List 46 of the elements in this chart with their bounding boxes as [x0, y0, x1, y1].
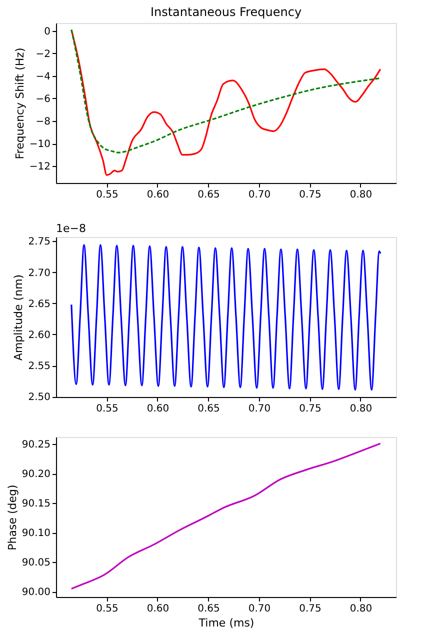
- x-tick-label: 0.55: [96, 404, 118, 414]
- y-tick-label: 2.55: [28, 361, 50, 372]
- line-series: [70, 442, 382, 590]
- y-axis-title: Frequency Shift (Hz): [13, 48, 26, 160]
- y-tick-label: 2.70: [28, 268, 50, 279]
- x-tick-label: 0.70: [248, 404, 271, 414]
- x-tick-label: 0.65: [198, 404, 220, 414]
- y-axis-title: Amplitude (nm): [12, 274, 26, 361]
- y-tick-label: −4: [36, 71, 50, 82]
- x-tick-label: 0.80: [350, 190, 372, 200]
- x-tick-label: 0.70: [248, 604, 271, 614]
- y-tick-label: 90.20: [22, 469, 50, 480]
- chart-title: Instantaneous Frequency: [150, 5, 302, 19]
- line-series: [70, 244, 382, 391]
- x-tick-label: 0.75: [299, 190, 322, 200]
- y-tick-label: 0: [44, 26, 50, 38]
- y-tick-label: 2.65: [28, 298, 50, 310]
- y-tick-label: 90.15: [22, 498, 50, 510]
- y-tick-label: 90.00: [22, 587, 50, 598]
- x-tick-label: 0.80: [350, 604, 372, 614]
- text: 1e−8: [56, 222, 86, 235]
- x-tick-label: 0.60: [146, 190, 170, 200]
- y-tick-label: 2.60: [28, 330, 50, 341]
- x-tick-label: 0.55: [96, 604, 118, 614]
- y-tick-label: −12: [29, 162, 50, 173]
- y-tick-label: 90.10: [22, 528, 50, 540]
- x-tick-label: 0.60: [146, 404, 170, 414]
- y-tick-label: −6: [36, 94, 50, 105]
- y-tick-label: 90.25: [22, 440, 50, 451]
- x-tick-label: 0.65: [198, 190, 220, 200]
- x-tick-label: 0.75: [299, 604, 322, 614]
- x-tick-label: 0.75: [299, 404, 322, 414]
- line-series: [70, 28, 382, 154]
- x-tick-label: 0.70: [248, 190, 271, 200]
- x-tick-label: 0.80: [350, 404, 372, 414]
- y-tick-label: −8: [36, 116, 50, 128]
- y-tick-label: −10: [29, 139, 50, 150]
- x-axis-title: Time (ms): [198, 616, 254, 630]
- y-tick-label: 2.50: [28, 392, 50, 404]
- x-tick-label: 0.65: [198, 604, 220, 614]
- y-tick-label: 2.75: [28, 236, 50, 248]
- x-tick-label: 0.60: [146, 604, 170, 614]
- y-tick-label: 90.05: [22, 558, 50, 569]
- y-tick-label: −2: [36, 48, 50, 60]
- y-axis-title: Phase (deg): [6, 484, 19, 550]
- x-tick-label: 0.55: [96, 190, 118, 200]
